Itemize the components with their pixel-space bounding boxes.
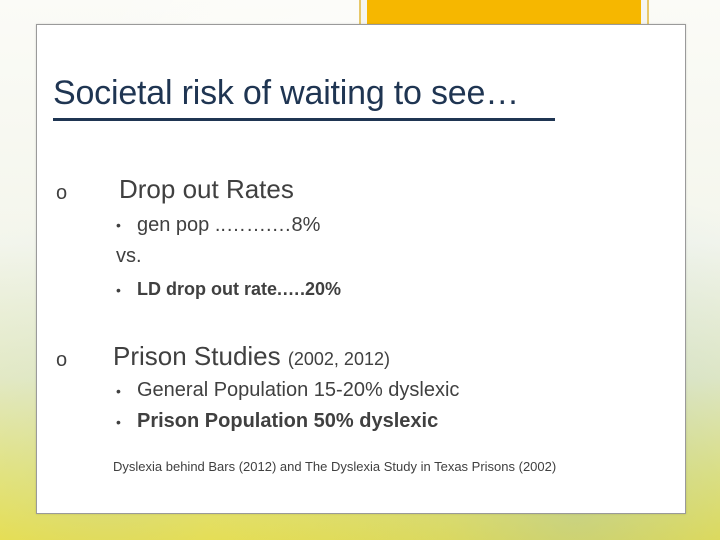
section-heading-dropout: Drop out Rates xyxy=(119,174,294,204)
source-citation: Dyslexia behind Bars (2012) and The Dysl… xyxy=(113,459,557,474)
dot-bullet-icon: • xyxy=(116,282,121,298)
list-item-general-population: General Population 15-20% dyslexic xyxy=(137,379,460,401)
list-item-prison-population: Prison Population 50% dyslexic xyxy=(137,410,439,432)
list-item-gen-pop: gen pop ..…….…8% xyxy=(137,214,321,236)
slide-content-panel xyxy=(36,24,686,514)
dot-bullet-icon: • xyxy=(116,414,121,430)
title-underline xyxy=(53,118,555,121)
section-heading-prison: Prison Studies (2002, 2012) xyxy=(113,341,390,372)
section-heading-prison-text: Prison Studies xyxy=(113,341,281,371)
versus-label: vs. xyxy=(116,245,142,267)
list-item-ld-dropout: LD drop out rate.….20% xyxy=(137,279,342,299)
circle-bullet-icon: o xyxy=(56,182,68,204)
slide-title: Societal risk of waiting to see… xyxy=(53,74,520,112)
section-heading-prison-years: (2002, 2012) xyxy=(287,349,390,369)
dot-bullet-icon: • xyxy=(116,383,121,399)
circle-bullet-icon: o xyxy=(56,349,68,371)
dot-bullet-icon: • xyxy=(116,217,121,233)
